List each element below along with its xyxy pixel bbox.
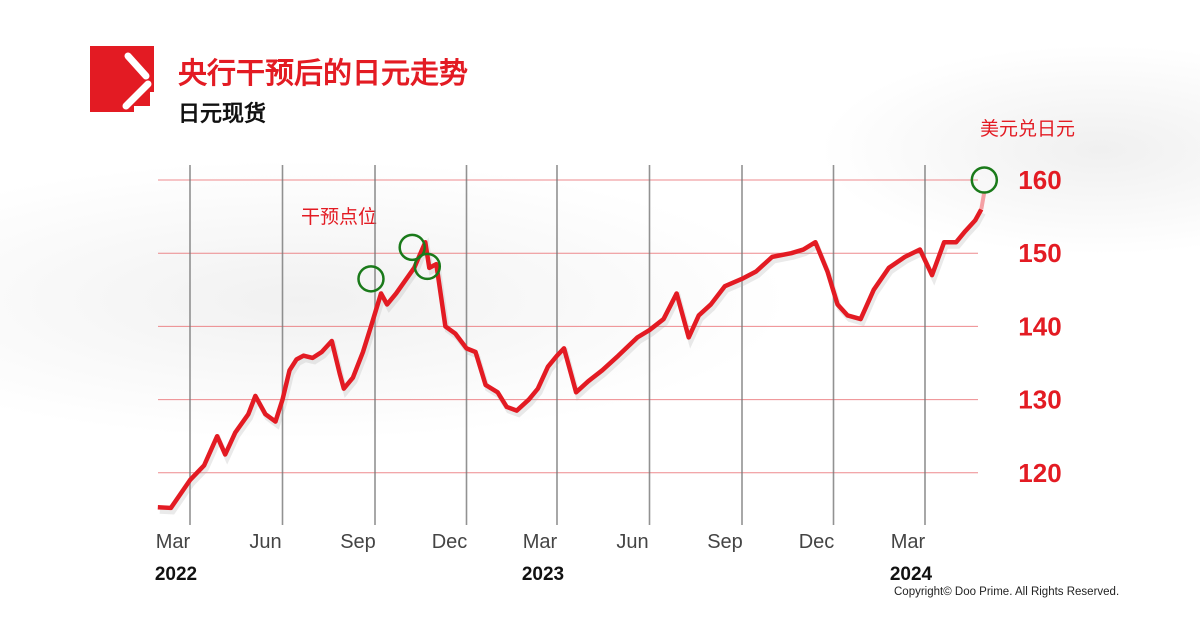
year-label: 2023 — [522, 564, 564, 585]
intervention-marker — [970, 166, 999, 194]
year-label: 2024 — [890, 564, 933, 585]
x-tick-label: Jun — [616, 531, 648, 553]
intervention-marker — [357, 265, 385, 293]
y-tick-label: 130 — [1018, 385, 1061, 415]
y-tick-label: 120 — [1018, 458, 1061, 488]
y-axis-label: 美元兑日元 — [980, 118, 1076, 140]
intervention-marker — [398, 233, 426, 262]
x-tick-label: Dec — [799, 531, 835, 553]
x-tick-label: Sep — [707, 531, 743, 553]
y-tick-label: 150 — [1018, 238, 1061, 268]
intervention-marker — [413, 252, 442, 281]
y-tick-label: 140 — [1018, 311, 1061, 341]
x-tick-label: Dec — [432, 531, 468, 553]
page-title: 央行干预后的日元走势 — [178, 56, 469, 90]
year-label: 2022 — [155, 564, 197, 585]
y-tick-label: 160 — [1018, 165, 1061, 195]
copyright: Copyright© Doo Prime. All Rights Reserve… — [894, 586, 1120, 598]
x-tick-label: Mar — [156, 531, 191, 553]
x-tick-label: Mar — [523, 531, 558, 553]
page-subtitle: 日元现货 — [178, 102, 267, 127]
series-line — [157, 208, 984, 511]
intervention-annotation: 干预点位 — [301, 206, 378, 228]
series-line-projection — [979, 191, 987, 210]
x-tick-label: Sep — [340, 531, 376, 553]
x-tick-label: Jun — [249, 531, 281, 553]
x-tick-label: Mar — [891, 531, 926, 553]
doo-prime-logo — [90, 46, 154, 112]
series-line-shadow — [159, 212, 986, 515]
